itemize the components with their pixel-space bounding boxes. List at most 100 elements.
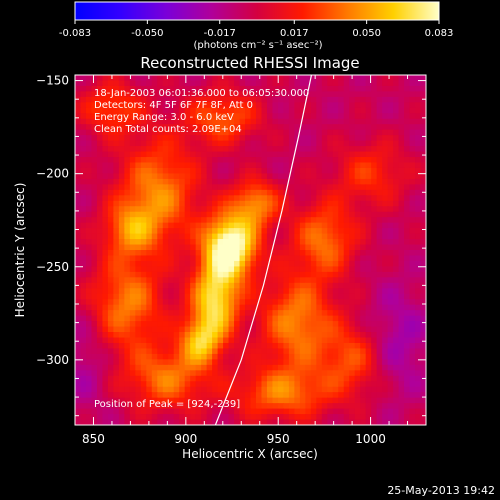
heatmap-cell: [157, 244, 164, 251]
heatmap-cell: [118, 124, 125, 131]
heatmap-cell: [146, 189, 153, 196]
heatmap-cell: [75, 250, 82, 257]
heatmap-cell: [343, 277, 350, 284]
heatmap-cell: [168, 239, 175, 246]
heatmap-cell: [168, 228, 175, 235]
heatmap-cell: [129, 321, 136, 328]
heatmap-cell: [140, 113, 147, 120]
heatmap-cell: [157, 315, 164, 322]
heatmap-cell: [201, 113, 208, 120]
heatmap-cell: [223, 178, 230, 185]
heatmap-cell: [129, 80, 136, 87]
heatmap-cell: [387, 146, 394, 153]
heatmap-cell: [283, 315, 290, 322]
heatmap-cell: [382, 255, 389, 262]
heatmap-cell: [338, 178, 345, 185]
heatmap-cell: [179, 277, 186, 284]
heatmap-cell: [129, 211, 136, 218]
heatmap-cell: [223, 107, 230, 114]
heatmap-cell: [212, 113, 219, 120]
heatmap-cell: [404, 157, 411, 164]
heatmap-cell: [234, 392, 241, 399]
heatmap-cell: [365, 85, 372, 93]
heatmap-cell: [398, 315, 405, 322]
heatmap-cell: [294, 321, 301, 328]
heatmap-cell: [168, 408, 175, 415]
heatmap-cell: [288, 206, 295, 213]
heatmap-cell: [173, 118, 180, 125]
heatmap-cell: [382, 195, 389, 202]
heatmap-cell: [266, 184, 274, 191]
heatmap-cell: [234, 146, 241, 153]
heatmap-cell: [118, 282, 125, 289]
heatmap-cell: [113, 332, 120, 339]
heatmap-cell: [354, 129, 361, 136]
heatmap-cell: [162, 239, 169, 246]
heatmap-cell: [272, 315, 279, 322]
heatmap-cell: [277, 364, 285, 371]
heatmap-cell: [398, 189, 405, 196]
heatmap-cell: [75, 217, 82, 224]
heatmap-cell: [371, 375, 378, 382]
heatmap-cell: [124, 75, 131, 82]
heatmap-cell: [206, 96, 213, 103]
heatmap-cell: [387, 315, 394, 322]
heatmap-cell: [409, 157, 416, 164]
heatmap-cell: [266, 332, 274, 339]
heatmap-cell: [283, 173, 290, 180]
heatmap-cell: [343, 228, 350, 235]
heatmap-cell: [250, 250, 257, 257]
heatmap-cell: [195, 282, 202, 289]
heatmap-cell: [343, 233, 350, 240]
heatmap-cell: [354, 271, 361, 278]
heatmap-cell: [371, 244, 378, 251]
heatmap-cell: [151, 162, 158, 169]
heatmap-cell: [288, 282, 295, 289]
heatmap-cell: [80, 381, 87, 388]
heatmap-cell: [294, 293, 301, 300]
heatmap-cell: [124, 419, 131, 425]
heatmap-cell: [135, 370, 142, 377]
heatmap-cell: [343, 375, 350, 382]
heatmap-cell: [96, 364, 104, 371]
heatmap-cell: [245, 228, 252, 235]
heatmap-cell: [184, 304, 191, 311]
heatmap-cell: [140, 173, 147, 180]
heatmap-cell: [129, 102, 136, 109]
heatmap-cell: [85, 222, 93, 229]
heatmap-cell: [266, 233, 274, 240]
heatmap-cell: [255, 146, 263, 153]
heatmap-cell: [376, 118, 383, 125]
heatmap-cell: [365, 381, 372, 388]
heatmap-cell: [327, 140, 334, 147]
heatmap-cell: [409, 162, 416, 169]
heatmap-cell: [299, 277, 306, 284]
heatmap-cell: [415, 282, 422, 289]
heatmap-cell: [140, 414, 147, 421]
heatmap-cell: [360, 244, 367, 251]
heatmap-cell: [102, 299, 109, 306]
heatmap-cell: [91, 239, 98, 246]
heatmap-cell: [129, 381, 136, 388]
heatmap-cell: [255, 370, 263, 377]
heatmap-cell: [398, 353, 405, 360]
heatmap-cell: [135, 408, 142, 415]
heatmap-cell: [113, 348, 120, 355]
heatmap-cell: [360, 255, 367, 262]
heatmap-cell: [332, 239, 339, 246]
heatmap-cell: [190, 397, 197, 404]
heatmap-cell: [107, 266, 114, 273]
heatmap-cell: [316, 370, 323, 377]
heatmap-cell: [91, 206, 98, 213]
heatmap-cell: [310, 304, 317, 311]
heatmap-cell: [343, 217, 350, 224]
heatmap-cell: [332, 288, 339, 295]
heatmap-cell: [124, 315, 131, 322]
heatmap-cell: [343, 332, 350, 339]
heatmap-cell: [398, 162, 405, 169]
heatmap-cell: [113, 359, 120, 366]
heatmap-cell: [107, 277, 114, 284]
heatmap-cell: [283, 129, 290, 136]
heatmap-cell: [80, 195, 87, 202]
heatmap-cell: [266, 392, 274, 399]
